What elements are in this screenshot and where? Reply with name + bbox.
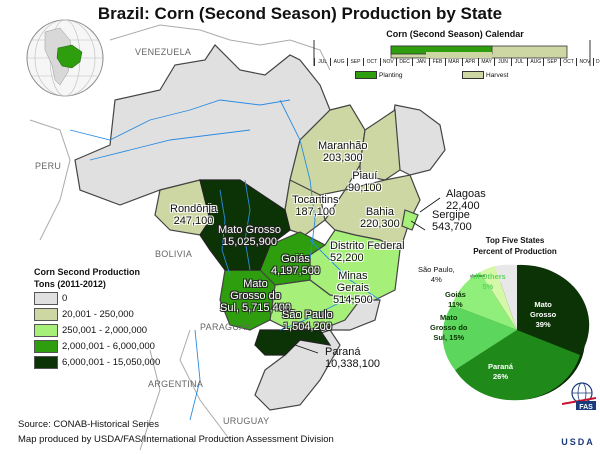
state-label-maranhao: Maranhão 203,300	[318, 140, 368, 164]
state-label-sao-paulo: São Paulo 1,504,200	[282, 309, 333, 333]
legend-item: 250,001 - 2,000,000	[34, 322, 160, 338]
month-label: JAN	[412, 58, 428, 66]
month-label: NOV	[576, 58, 592, 66]
svg-text:FAS: FAS	[579, 404, 593, 411]
month-label: SEP	[346, 58, 363, 66]
state-label-piaui: Piauí 90,100	[348, 170, 382, 194]
month-label: DEC	[592, 58, 600, 66]
state-label-sergipe: Sergipe 543,700	[432, 209, 472, 233]
usda-globe-icon: FAS	[562, 382, 596, 411]
country-label-peru: PERU	[35, 161, 62, 171]
harvest-legend: Harvest	[462, 71, 508, 79]
calendar-months: JUL AUG SEP OCT NOV DEC JAN FEB MAR APR …	[314, 58, 600, 66]
state-label-rondonia: Rondônia 247,100	[170, 203, 218, 227]
calendar-title: Corn (Second Season) Calendar	[386, 29, 524, 39]
usda-logo-text: USDA	[561, 437, 595, 447]
harvest-swatch	[462, 71, 484, 79]
month-label: NOV	[379, 58, 396, 66]
legend-item: 0	[34, 290, 160, 306]
country-label-bolivia: BOLIVIA	[155, 249, 193, 259]
month-label: DEC	[395, 58, 412, 66]
month-label: SEP	[543, 58, 559, 66]
legend-item: 2,000,001 - 6,000,000	[34, 338, 160, 354]
country-label-venezuela: VENEZUELA	[135, 47, 192, 57]
state-label-bahia: Bahia 220,300	[360, 206, 400, 230]
map-legend: Corn Second Production Tons (2011-2012) …	[34, 266, 160, 370]
pie-label-mato-grosso-do-sul: Mato Grosso do Sul, 15%	[430, 313, 468, 342]
month-label: APR	[461, 58, 478, 66]
planting-legend: Planting	[355, 71, 403, 79]
pie-label-mato-grosso: Mato Grosso 39%	[530, 300, 557, 329]
state-label-goias: Goiás 4,197,500	[271, 253, 320, 277]
country-label-paraguay: PARAGUAY	[200, 322, 252, 332]
month-label: FEB	[428, 58, 445, 66]
globe-inset	[26, 19, 104, 97]
state-label-tocantins: Tocantins 187,100	[292, 194, 339, 218]
legend-item: 20,001 - 250,000	[34, 306, 160, 322]
state-label-mato-grosso-do-sul: Mato Grosso do Sul, 5,715,400	[220, 278, 291, 314]
pie-label-sao-paulo: São Paulo, 4%	[418, 265, 455, 284]
state-label-alagoas: Alagoas 22,400	[446, 188, 486, 212]
legend-item: 6,000,001 - 15,050,000	[34, 354, 160, 370]
crop-calendar	[313, 40, 591, 66]
page-title: Brazil: Corn (Second Season) Production …	[97, 4, 503, 23]
country-label-uruguay: URUGUAY	[223, 416, 270, 426]
credit-note: Map produced by USDA/FAS/International P…	[18, 434, 334, 445]
production-pie-chart	[442, 264, 590, 401]
source-note: Source: CONAB-Historical Series	[18, 419, 159, 430]
month-label: JUL	[510, 58, 527, 66]
state-label-distrito-federal: Distrito Federal 52,200	[330, 240, 405, 264]
month-label: MAY	[477, 58, 494, 66]
state-label-minas-gerais: Minas Gerais 514,500	[333, 270, 373, 306]
country-label-argentina: ARGENTINA	[148, 379, 204, 389]
month-label: MAR	[445, 58, 461, 66]
month-label: AUG	[527, 58, 543, 66]
month-label: OCT	[559, 58, 576, 66]
pie-label-goias: Goiás 11%	[445, 290, 466, 309]
month-label: AUG	[330, 58, 346, 66]
month-label: OCT	[363, 58, 379, 66]
pie-title: Top Five States Percent of Production	[473, 236, 557, 256]
planting-swatch	[355, 71, 377, 79]
month-label: JUL	[314, 58, 330, 66]
state-label-parana: Paraná 10,338,100	[325, 346, 381, 370]
state-label-mato-grosso: Mato Grosso 15,025,900	[218, 224, 281, 248]
pie-label-all-others: All Others 5%	[470, 272, 506, 291]
pie-label-parana: Paraná 26%	[488, 362, 514, 381]
month-label: JUN	[494, 58, 510, 66]
